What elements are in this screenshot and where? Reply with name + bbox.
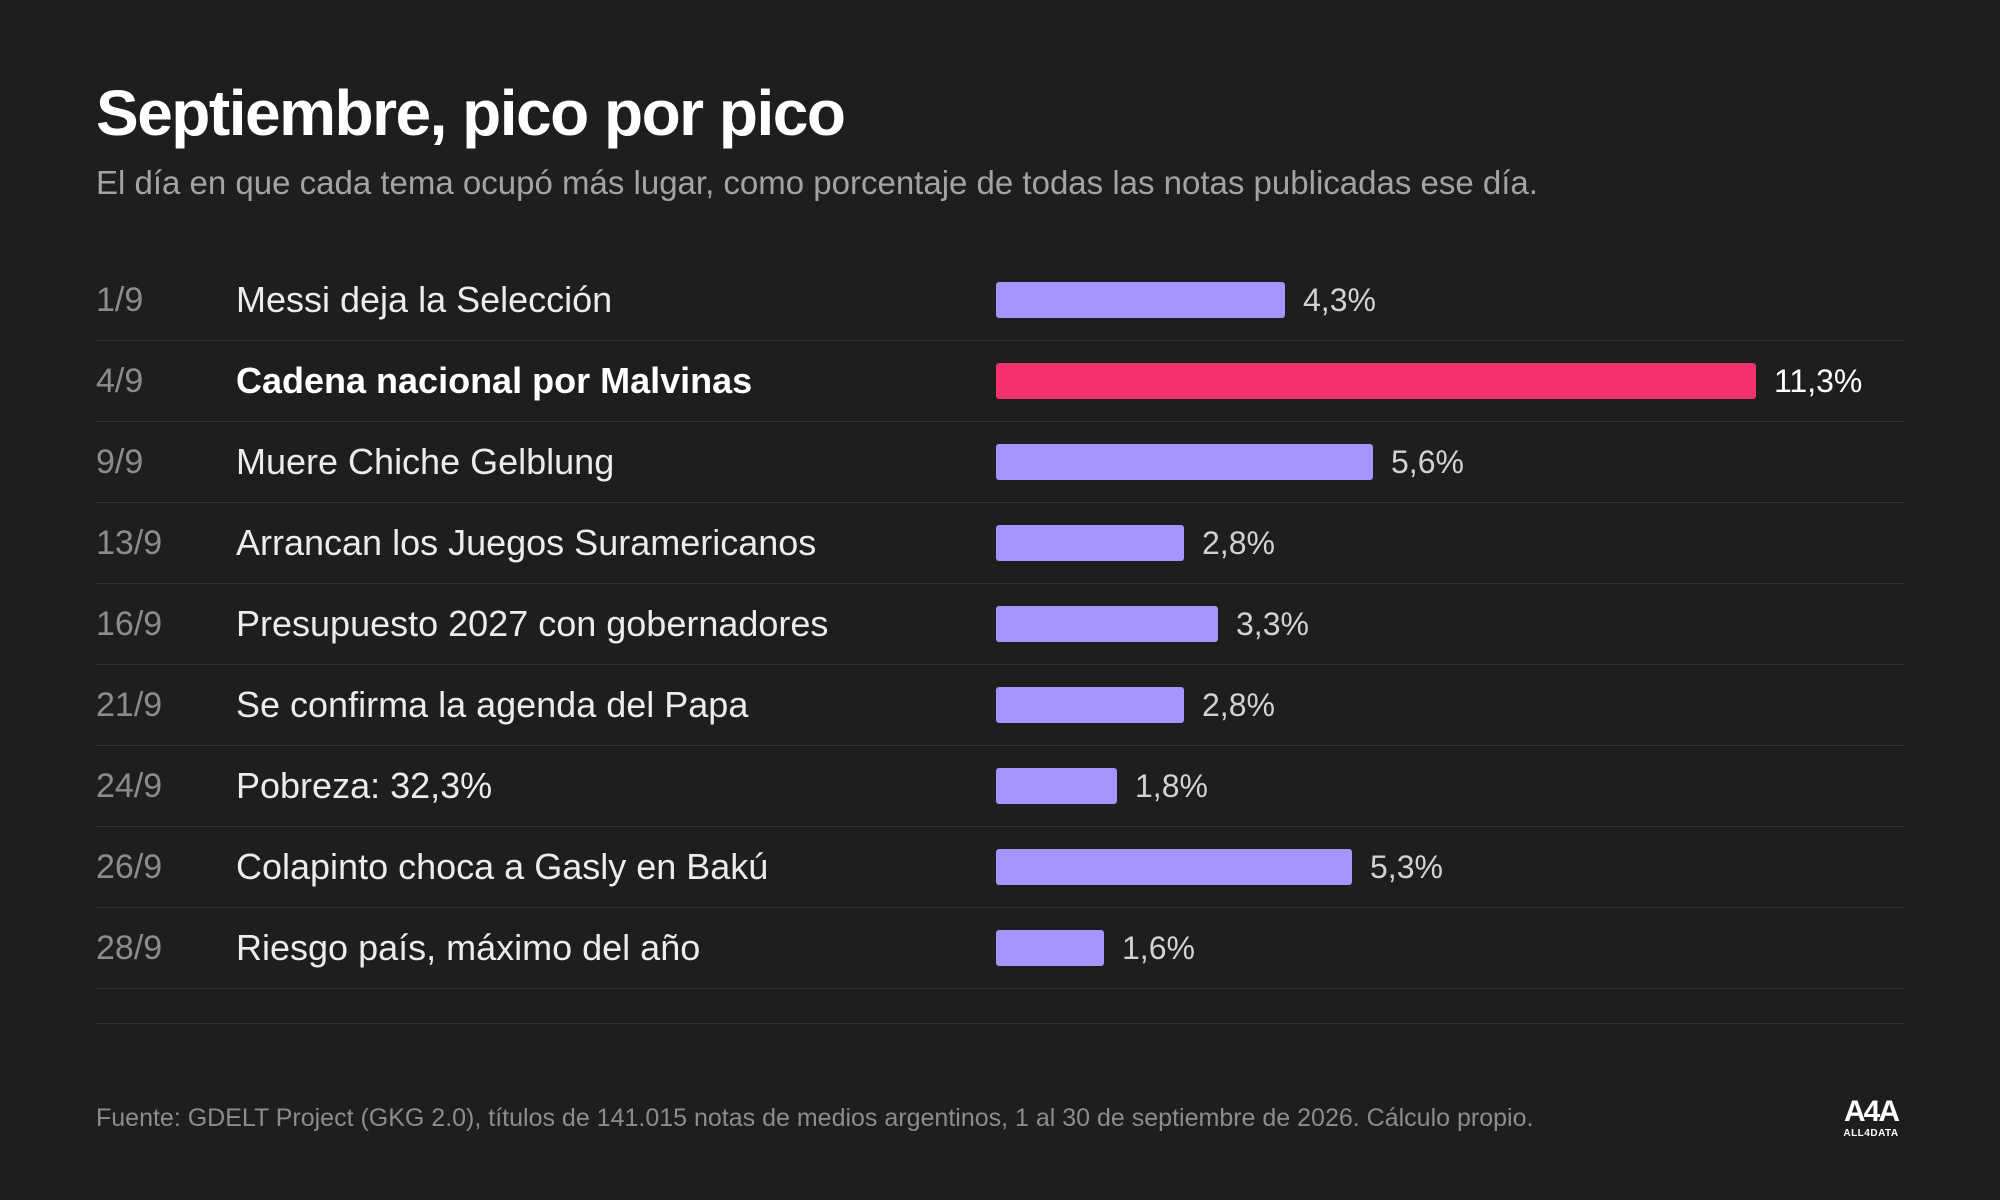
- bar: [996, 930, 1104, 966]
- row-date: 9/9: [96, 443, 144, 481]
- row-label: Arrancan los Juegos Suramericanos: [236, 522, 817, 563]
- row-label: Pobreza: 32,3%: [236, 765, 493, 806]
- footer-divider: [96, 1023, 1904, 1024]
- bar-value-label: 4,3%: [1303, 282, 1376, 318]
- bar: [996, 282, 1285, 318]
- bar: [996, 849, 1352, 885]
- row-label: Cadena nacional por Malvinas: [236, 360, 753, 401]
- chart-row: 28/9 Riesgo país, máximo del año 1,6%: [96, 908, 1904, 989]
- row-label: Messi deja la Selección: [236, 279, 613, 320]
- chart-row: 24/9 Pobreza: 32,3% 1,8%: [96, 746, 1904, 827]
- chart-row: 13/9 Arrancan los Juegos Suramericanos 2,8…: [96, 503, 1904, 584]
- logo-text: ALL4DATA: [1843, 1128, 1899, 1139]
- row-date: 28/9: [96, 929, 163, 967]
- bar-value-label: 11,3%: [1774, 363, 1863, 399]
- bar-value-label: 2,8%: [1202, 687, 1275, 723]
- logo-mark: A4A: [1843, 1095, 1900, 1128]
- row-label: Colapinto choca a Gasly en Bakú: [236, 846, 769, 887]
- bar: [996, 606, 1218, 642]
- bar: [996, 363, 1756, 399]
- bar-value-label: 1,6%: [1122, 930, 1195, 966]
- row-date: 21/9: [96, 686, 163, 724]
- row-date: 16/9: [96, 605, 163, 643]
- bar-chart: 1/9 Messi deja la Selección 4,3% 4/9 Cadena …: [96, 260, 1904, 989]
- chart-row: 26/9 Colapinto choca a Gasly en Bakú 5,3%: [96, 827, 1904, 908]
- bar-value-label: 2,8%: [1202, 525, 1275, 561]
- all4data-logo: A4A ALL4DATA: [1838, 1096, 1904, 1142]
- chart-row: 16/9 Presupuesto 2027 con gobernadores 3,3…: [96, 584, 1904, 665]
- row-date: 26/9: [96, 848, 163, 886]
- row-date: 13/9: [96, 524, 163, 562]
- bar-value-label: 3,3%: [1236, 606, 1309, 642]
- chart-row: 21/9 Se confirma la agenda del Papa 2,8%: [96, 665, 1904, 746]
- bar-value-label: 5,3%: [1370, 849, 1443, 885]
- chart-title: Septiembre, pico por pico: [96, 77, 846, 149]
- row-label: Presupuesto 2027 con gobernadores: [236, 603, 829, 644]
- bar: [996, 444, 1373, 480]
- row-label: Riesgo país, máximo del año: [236, 927, 701, 968]
- bar: [996, 687, 1184, 723]
- row-label: Se confirma la agenda del Papa: [236, 684, 749, 725]
- row-date: 4/9: [96, 362, 144, 400]
- chart-subtitle: El día en que cada tema ocupó más lugar,…: [96, 164, 1538, 201]
- row-date: 1/9: [96, 281, 144, 319]
- row-date: 24/9: [96, 767, 163, 805]
- bar-value-label: 5,6%: [1391, 444, 1464, 480]
- row-label: Muere Chiche Gelblung: [236, 441, 615, 482]
- chart-row: 1/9 Messi deja la Selección 4,3%: [96, 260, 1904, 341]
- chart-row: 9/9 Muere Chiche Gelblung 5,6%: [96, 422, 1904, 503]
- bar: [996, 768, 1117, 804]
- source-note: Fuente: GDELT Project (GKG 2.0), títulos…: [96, 1104, 1534, 1132]
- bar-value-label: 1,8%: [1135, 768, 1208, 804]
- chart-row: 4/9 Cadena nacional por Malvinas 11,3%: [96, 341, 1904, 422]
- bar: [996, 525, 1184, 561]
